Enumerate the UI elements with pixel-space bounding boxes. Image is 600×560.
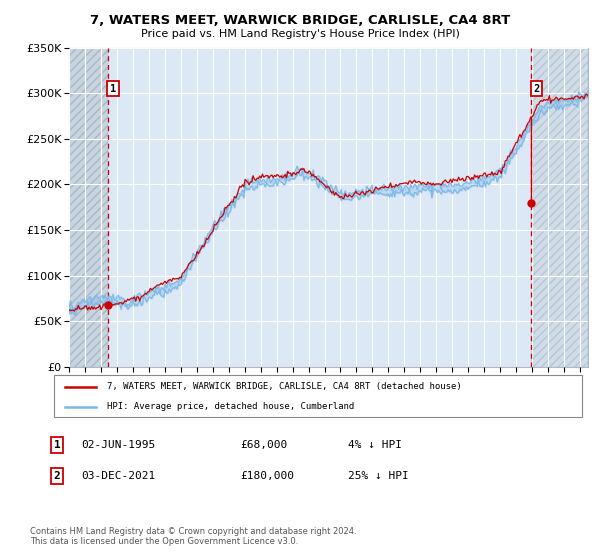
Text: 2: 2 xyxy=(533,83,539,94)
Text: £68,000: £68,000 xyxy=(240,440,287,450)
Text: HPI: Average price, detached house, Cumberland: HPI: Average price, detached house, Cumb… xyxy=(107,402,354,411)
Bar xyxy=(69,48,107,367)
Text: 1: 1 xyxy=(53,440,61,450)
Text: 2: 2 xyxy=(53,471,61,481)
Text: 4% ↓ HPI: 4% ↓ HPI xyxy=(348,440,402,450)
Bar xyxy=(69,48,107,367)
Text: 7, WATERS MEET, WARWICK BRIDGE, CARLISLE, CA4 8RT: 7, WATERS MEET, WARWICK BRIDGE, CARLISLE… xyxy=(90,14,510,27)
Text: 1: 1 xyxy=(110,83,116,94)
Text: 25% ↓ HPI: 25% ↓ HPI xyxy=(348,471,409,481)
Text: £180,000: £180,000 xyxy=(240,471,294,481)
Text: 03-DEC-2021: 03-DEC-2021 xyxy=(81,471,155,481)
Bar xyxy=(531,48,588,367)
Text: 02-JUN-1995: 02-JUN-1995 xyxy=(81,440,155,450)
Bar xyxy=(531,48,588,367)
Text: 7, WATERS MEET, WARWICK BRIDGE, CARLISLE, CA4 8RT (detached house): 7, WATERS MEET, WARWICK BRIDGE, CARLISLE… xyxy=(107,382,461,391)
Text: Contains HM Land Registry data © Crown copyright and database right 2024.
This d: Contains HM Land Registry data © Crown c… xyxy=(30,526,356,546)
Text: Price paid vs. HM Land Registry's House Price Index (HPI): Price paid vs. HM Land Registry's House … xyxy=(140,29,460,39)
